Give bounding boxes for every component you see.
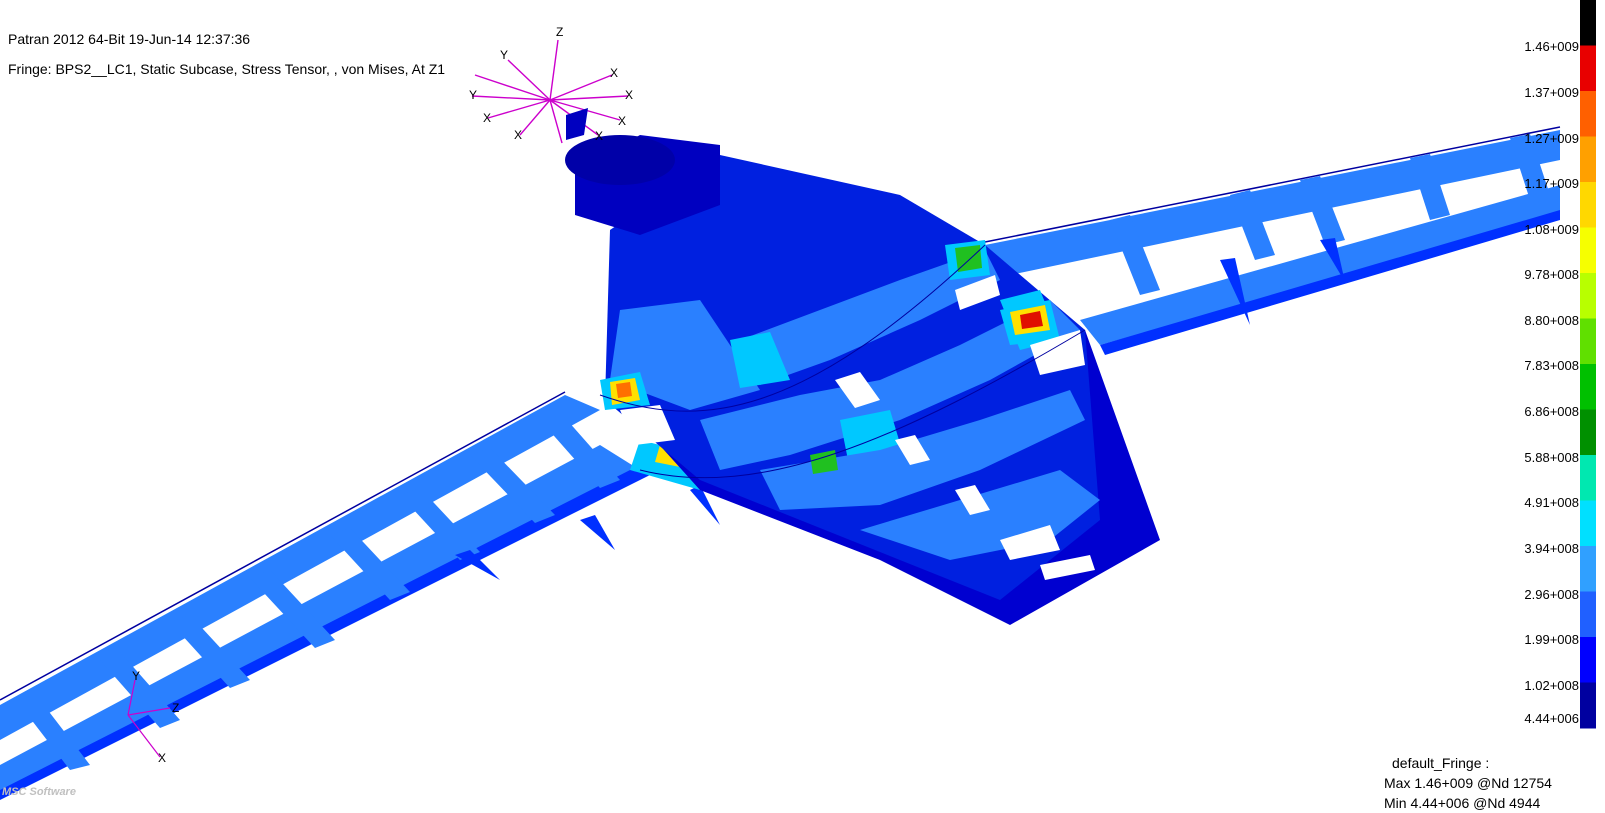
header-title: Patran 2012 64-Bit 19-Jun-14 12:37:36 bbox=[8, 31, 251, 47]
opening bbox=[620, 405, 675, 445]
wing-rib-spike bbox=[455, 550, 500, 580]
color-bar-swatch bbox=[1580, 227, 1596, 274]
color-bar-swatch bbox=[1580, 273, 1596, 319]
opening bbox=[1040, 555, 1095, 580]
legend-tick: 4.91+008 bbox=[1524, 495, 1579, 510]
color-bar-swatch bbox=[1580, 682, 1596, 729]
nose-cap-end bbox=[565, 135, 675, 185]
legend-tick: 1.37+009 bbox=[1524, 85, 1579, 100]
left-wing-spar-front bbox=[0, 395, 600, 740]
opening bbox=[955, 275, 1000, 310]
triad-label: X bbox=[514, 128, 522, 142]
stress-patch-light bbox=[740, 250, 1000, 385]
color-bar-swatch bbox=[1580, 637, 1596, 683]
stress-hotspot bbox=[955, 245, 982, 272]
opening bbox=[955, 485, 990, 515]
color-bar-swatch bbox=[1580, 591, 1596, 638]
triad-labels: Z Y X Y X X X X X bbox=[469, 25, 633, 143]
legend-tick: 5.88+008 bbox=[1524, 450, 1579, 465]
local-axis-labels: Y Z X bbox=[132, 669, 179, 765]
wing-rib bbox=[100, 652, 180, 728]
color-bar-swatch bbox=[1580, 409, 1596, 456]
triad-label: Z bbox=[556, 25, 563, 39]
wing-rib bbox=[250, 570, 335, 648]
left-wing bbox=[0, 391, 720, 800]
wing-rib bbox=[1510, 134, 1550, 200]
legend-tick: 1.46+009 bbox=[1524, 39, 1579, 54]
legend-info: default_Fringe : Max 1.46+009 @Nd 12754 … bbox=[1384, 753, 1552, 813]
local-axis-label: Y bbox=[132, 669, 140, 683]
wing-rib bbox=[1300, 176, 1345, 245]
opening bbox=[1000, 525, 1060, 560]
wing-rib bbox=[1410, 154, 1450, 220]
color-bar-swatch bbox=[1580, 182, 1596, 228]
wing-rib bbox=[20, 700, 90, 770]
legend-tick: 1.02+008 bbox=[1524, 678, 1579, 693]
wing-rib bbox=[400, 488, 480, 560]
stress-hotspot bbox=[616, 382, 632, 398]
legend-tick: 1.27+009 bbox=[1524, 131, 1579, 146]
triad-label: Y bbox=[469, 88, 477, 102]
legend-tick: 2.96+008 bbox=[1524, 587, 1579, 602]
local-axis-label: Z bbox=[172, 701, 179, 715]
legend-tick: 7.83+008 bbox=[1524, 358, 1579, 373]
legend-title: default_Fringe : bbox=[1392, 755, 1490, 771]
wing-rib bbox=[1110, 215, 1160, 295]
local-axis-label: X bbox=[158, 751, 166, 765]
stress-patch-cyan bbox=[730, 332, 790, 388]
fuselage bbox=[565, 135, 1160, 625]
legend-max: Max 1.46+009 @Nd 12754 bbox=[1384, 775, 1552, 791]
right-wing bbox=[984, 126, 1561, 355]
wing-rib bbox=[330, 528, 410, 600]
triad-label: X bbox=[625, 88, 633, 102]
coordinate-triad bbox=[471, 39, 629, 144]
color-bar-swatch bbox=[1580, 318, 1596, 365]
triad-label: X bbox=[483, 111, 491, 125]
triad-label: X bbox=[610, 66, 618, 80]
wing-rib-spike bbox=[580, 515, 615, 550]
color-bar-swatch bbox=[1580, 45, 1596, 92]
opening bbox=[835, 372, 880, 408]
fringe-description: Fringe: BPS2__LC1, Static Subcase, Stres… bbox=[8, 61, 446, 77]
legend-tick: 1.08+009 bbox=[1524, 222, 1579, 237]
legend-tick: 3.94+008 bbox=[1524, 541, 1579, 556]
triad-label: Y bbox=[500, 48, 508, 62]
stress-hotspot bbox=[810, 450, 838, 474]
legend-tick: 4.44+006 bbox=[1524, 711, 1579, 726]
wing-rib bbox=[1230, 190, 1275, 260]
color-bar-swatch bbox=[1580, 364, 1596, 410]
legend-tick: 1.99+008 bbox=[1524, 632, 1579, 647]
fringe-color-bar bbox=[1580, 0, 1596, 729]
wing-rib-spike bbox=[690, 485, 720, 525]
color-bar-swatch bbox=[1580, 91, 1596, 137]
right-wing-spar-rear bbox=[1080, 185, 1560, 345]
triad-marker bbox=[566, 108, 588, 140]
local-axis bbox=[127, 679, 171, 758]
color-bar-swatch bbox=[1580, 500, 1596, 547]
legend-tick: 6.86+008 bbox=[1524, 404, 1579, 419]
color-bar-swatch bbox=[1580, 455, 1596, 501]
color-bar-swatch bbox=[1580, 136, 1596, 183]
opening bbox=[895, 435, 930, 465]
wing-rib bbox=[170, 615, 250, 688]
wing-rib-spike bbox=[1220, 258, 1250, 325]
triad-label: X bbox=[618, 114, 626, 128]
stress-patch-light bbox=[610, 300, 760, 410]
opening bbox=[1030, 330, 1085, 375]
wing-rib-spike bbox=[1320, 238, 1345, 282]
wing-rib bbox=[470, 448, 555, 523]
msc-software-logo: MSC Software bbox=[2, 786, 76, 798]
stress-hotspot bbox=[1020, 311, 1043, 329]
wing-rib bbox=[540, 412, 620, 488]
stress-patch-light bbox=[700, 300, 1080, 470]
color-bar-swatch bbox=[1580, 546, 1596, 592]
color-bar-swatch bbox=[1580, 0, 1596, 46]
triad-label: X bbox=[595, 129, 603, 143]
right-wing-edge bbox=[1100, 210, 1560, 355]
legend-tick: 8.80+008 bbox=[1524, 313, 1579, 328]
legend-tick: 1.17+009 bbox=[1524, 176, 1579, 191]
legend-min: Min 4.44+006 @Nd 4944 bbox=[1384, 795, 1541, 811]
legend-tick: 9.78+008 bbox=[1524, 267, 1579, 282]
